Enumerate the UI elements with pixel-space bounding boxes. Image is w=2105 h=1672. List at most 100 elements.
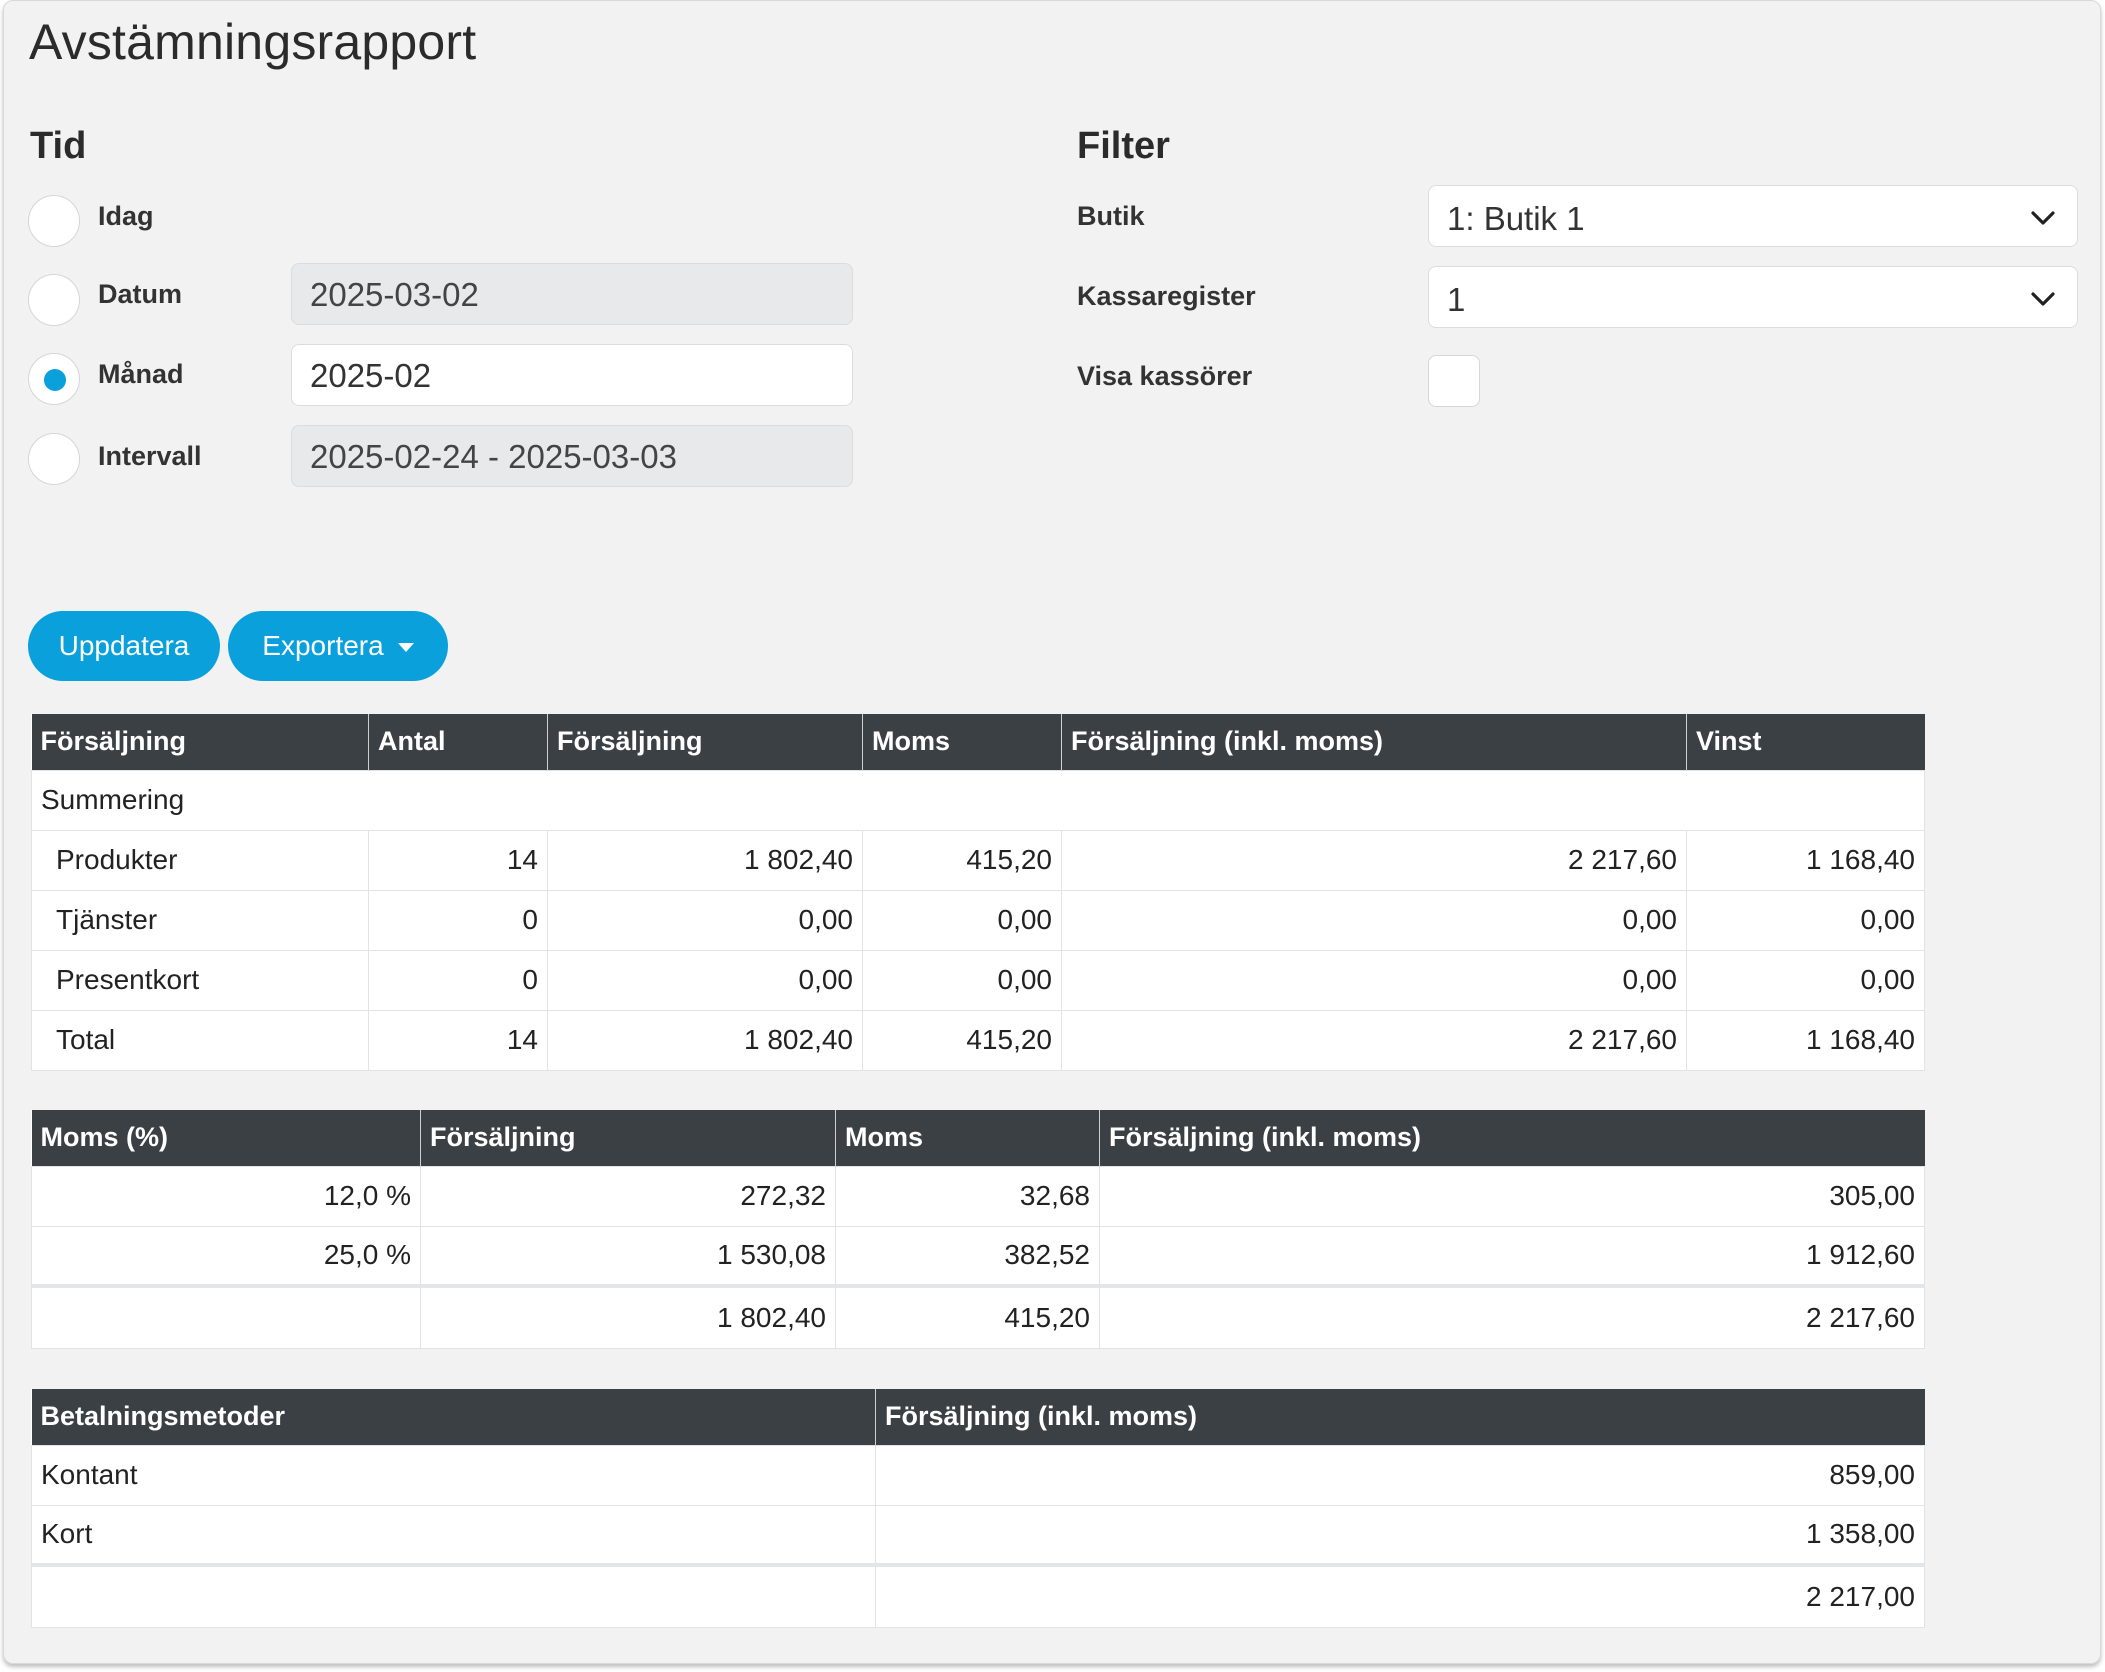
table-cell: 25,0 %: [31, 1225, 421, 1287]
table-cell: 0,00: [547, 949, 863, 1011]
table-cell: 2 217,60: [1061, 1009, 1687, 1071]
chevron-down-icon: [2031, 292, 2055, 306]
table-cell: 272,32: [420, 1165, 836, 1227]
table-cell: 0,00: [547, 889, 863, 951]
table-cell: 0,00: [862, 949, 1062, 1011]
update-button-label: Uppdatera: [58, 630, 190, 661]
table-cell: 1 530,08: [420, 1225, 836, 1287]
radio-date[interactable]: [28, 274, 80, 326]
time-heading: Tid: [30, 125, 87, 167]
table-cell: 0: [368, 949, 548, 1011]
group-label: Summering: [31, 769, 1925, 831]
table-row: 25,0 % 1 530,08 382,52 1 912,60: [31, 1225, 1925, 1287]
table-cell: Kort: [31, 1504, 876, 1566]
payment-table-header: Betalningsmetoder Försäljning (inkl. mom…: [31, 1389, 1925, 1445]
sales-table-header: Försäljning Antal Försäljning Moms Försä…: [31, 714, 1925, 770]
table-row: Kort 1 358,00: [31, 1504, 1925, 1566]
table-cell: 415,20: [862, 829, 1062, 891]
table-cell: 1 912,60: [1099, 1225, 1925, 1287]
table-cell: [31, 1563, 876, 1628]
table-cell: 305,00: [1099, 1165, 1925, 1227]
radio-month-label: Månad: [98, 359, 184, 389]
table-row: Total 14 1 802,40 415,20 2 217,60 1 168,…: [31, 1009, 1925, 1071]
vat-table-header: Moms (%) Försäljning Moms Försäljning (i…: [31, 1110, 1925, 1166]
show-cashiers-label: Visa kassörer: [1077, 361, 1253, 391]
date-input[interactable]: 2025-03-02: [291, 263, 853, 325]
sales-table: Försäljning Antal Försäljning Moms Försä…: [31, 714, 1925, 1071]
table-cell: 1 358,00: [875, 1504, 1925, 1566]
register-select-value: 1: [1447, 281, 1466, 318]
table-cell: 382,52: [835, 1225, 1100, 1287]
payment-table: Betalningsmetoder Försäljning (inkl. mom…: [31, 1389, 1925, 1628]
table-cell: Kontant: [31, 1444, 876, 1506]
store-select[interactable]: 1: Butik 1: [1428, 185, 2078, 247]
column-header: Försäljning: [31, 714, 369, 770]
show-cashiers-checkbox[interactable]: [1428, 355, 1480, 407]
vat-table: Moms (%) Försäljning Moms Försäljning (i…: [31, 1110, 1925, 1349]
table-row: 12,0 % 272,32 32,68 305,00: [31, 1165, 1925, 1227]
table-cell: 0,00: [862, 889, 1062, 951]
register-label: Kassaregister: [1077, 281, 1256, 311]
table-total-row: 2 217,00: [31, 1563, 1925, 1628]
table-cell: 0,00: [1061, 949, 1687, 1011]
caret-down-icon: [397, 643, 414, 653]
register-select[interactable]: 1: [1428, 266, 2078, 328]
table-cell: 415,20: [835, 1284, 1100, 1349]
table-cell: 1 168,40: [1686, 829, 1925, 891]
column-header: Moms: [862, 714, 1062, 770]
table-cell: 0: [368, 889, 548, 951]
table-cell: 14: [368, 829, 548, 891]
update-button[interactable]: Uppdatera: [28, 611, 220, 681]
table-group-row: Summering: [31, 769, 1925, 831]
table-row: Presentkort 0 0,00 0,00 0,00 0,00: [31, 949, 1925, 1011]
radio-today-label: Idag: [98, 201, 154, 231]
table-row: Kontant 859,00: [31, 1444, 1925, 1506]
table-cell: 0,00: [1686, 889, 1925, 951]
radio-month[interactable]: [28, 353, 80, 405]
table-cell: 12,0 %: [31, 1165, 421, 1227]
table-cell: 1 802,40: [547, 1009, 863, 1071]
store-label: Butik: [1077, 201, 1145, 231]
store-select-value: 1: Butik 1: [1447, 200, 1585, 237]
table-cell: 14: [368, 1009, 548, 1071]
chevron-down-icon: [2031, 211, 2055, 225]
radio-interval[interactable]: [28, 433, 80, 485]
column-header: Moms (%): [31, 1110, 421, 1166]
table-cell: 32,68: [835, 1165, 1100, 1227]
table-cell: 415,20: [862, 1009, 1062, 1071]
column-header: Vinst: [1686, 714, 1925, 770]
table-cell: 2 217,60: [1061, 829, 1687, 891]
table-row: Produkter 14 1 802,40 415,20 2 217,60 1 …: [31, 829, 1925, 891]
table-cell: Produkter: [31, 829, 369, 891]
export-button[interactable]: Exportera: [228, 611, 448, 681]
column-header: Moms: [835, 1110, 1100, 1166]
column-header: Försäljning: [420, 1110, 836, 1166]
filter-heading: Filter: [1077, 125, 1170, 167]
table-cell: [31, 1284, 421, 1349]
table-cell: Tjänster: [31, 889, 369, 951]
table-cell: Total: [31, 1009, 369, 1071]
table-total-row: 1 802,40 415,20 2 217,60: [31, 1284, 1925, 1349]
column-header: Försäljning (inkl. moms): [875, 1389, 1925, 1445]
column-header: Försäljning (inkl. moms): [1061, 714, 1687, 770]
radio-interval-label: Intervall: [98, 441, 202, 471]
table-cell: Presentkort: [31, 949, 369, 1011]
table-cell: 2 217,60: [1099, 1284, 1925, 1349]
radio-today[interactable]: [28, 195, 80, 247]
export-button-label: Exportera: [262, 630, 384, 661]
radio-date-label: Datum: [98, 279, 183, 309]
table-cell: 0,00: [1061, 889, 1687, 951]
table-cell: 1 802,40: [547, 829, 863, 891]
column-header: Försäljning: [547, 714, 863, 770]
table-cell: 1 802,40: [420, 1284, 836, 1349]
interval-input[interactable]: 2025-02-24 - 2025-03-03: [291, 425, 853, 487]
report-panel: Avstämningsrapport Tid Idag Datum 2025-0…: [3, 0, 2101, 1664]
table-cell: 2 217,00: [875, 1563, 1925, 1628]
column-header: Försäljning (inkl. moms): [1099, 1110, 1925, 1166]
month-input[interactable]: 2025-02: [291, 344, 853, 406]
column-header: Betalningsmetoder: [31, 1389, 876, 1445]
table-cell: 1 168,40: [1686, 1009, 1925, 1071]
table-cell: 859,00: [875, 1444, 1925, 1506]
column-header: Antal: [368, 714, 548, 770]
table-row: Tjänster 0 0,00 0,00 0,00 0,00: [31, 889, 1925, 951]
